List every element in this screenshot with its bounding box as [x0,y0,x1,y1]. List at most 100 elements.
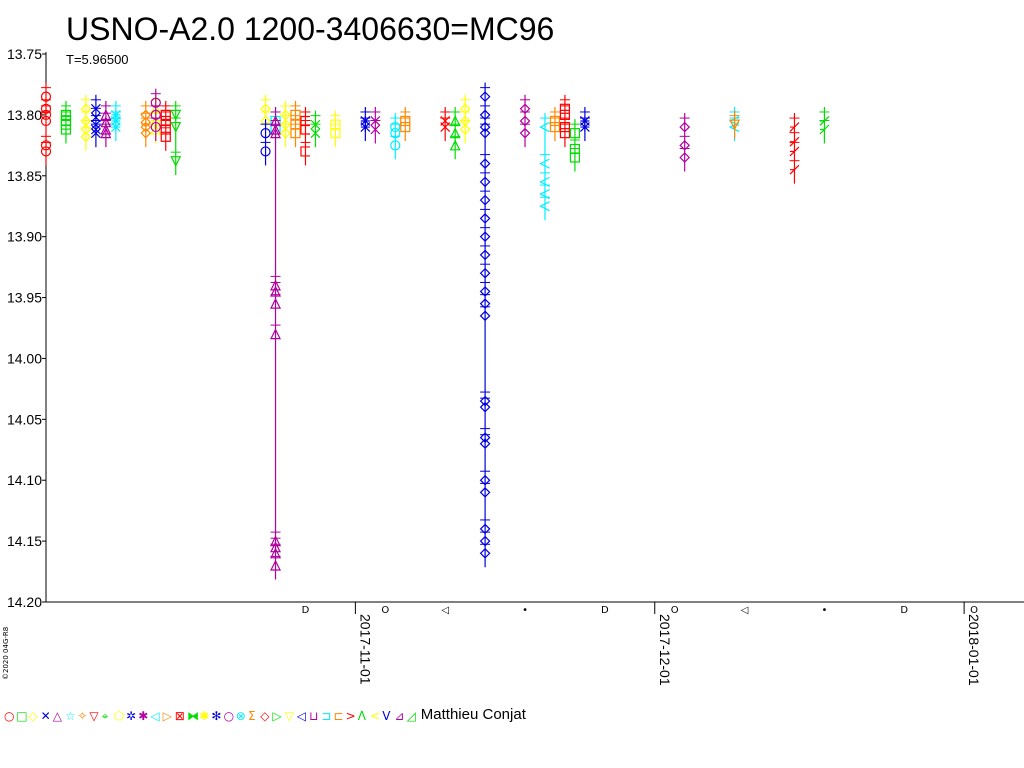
data-point [270,541,282,553]
legend-marker: ○ [4,709,14,723]
data-point [150,97,161,108]
moon-phase-symbol: O [671,605,679,616]
legend-marker: ☆ [65,709,76,723]
data-point [519,127,531,139]
legend-marker: ▽ [285,709,295,723]
observation-group [459,94,471,144]
legend-marker: △ [53,709,63,723]
data-point [80,103,92,115]
moon-phase-symbol: • [821,605,827,616]
data-point [679,139,691,151]
moon-phase-symbol: O [381,605,389,616]
chart-subtitle: T=5.96500 [66,52,129,67]
data-point [479,487,491,498]
data-point [270,285,282,297]
legend-marker: < [370,709,380,723]
legend-marker: ⊿ [394,709,404,723]
observation-group [140,100,152,148]
data-point [519,103,531,115]
data-point [140,127,152,139]
legend-marker: ✱ [199,709,209,723]
y-tick-label: 14.05 [7,411,42,427]
data-point [370,124,381,135]
data-point [459,124,471,135]
data-point [479,249,491,261]
data-point [80,131,92,143]
data-point [449,139,461,151]
data-point [479,109,491,121]
observation-group [310,110,321,148]
x-tick-label: 2017-12-01 [657,614,673,686]
data-point [150,121,161,133]
data-point [679,121,691,133]
data-point [290,128,301,139]
observation-group [40,82,52,166]
observation-group [390,113,401,160]
observation-group [519,94,531,148]
observation-group [110,100,121,142]
legend-marker: ◇ [28,709,38,723]
data-point [479,547,491,559]
data-point [260,146,271,157]
x-tick-label: 2017-11-01 [357,614,373,685]
data-point [140,121,152,133]
legend-marker: Σ [248,709,256,723]
observation-group [160,100,171,151]
data-point [440,122,451,132]
data-point [479,231,491,243]
data-point [310,128,321,139]
data-point [390,121,401,133]
data-point [270,547,282,559]
observation-group [549,106,561,142]
data-point [479,298,491,309]
data-point [360,116,371,126]
data-point [140,116,152,128]
legend-marker: ⬠ [114,709,125,723]
moon-phase-row: D O ◁ • D O ◁ • D O [302,605,979,616]
data-point [579,116,590,126]
data-point [679,152,691,163]
observation-group [400,106,411,142]
data-points [40,82,830,580]
y-tick-label: 13.95 [7,290,42,306]
data-point [449,127,461,139]
data-point [479,432,491,443]
legend-marker: > [346,709,356,723]
data-point [40,103,52,114]
legend-marker: ○ [224,709,234,723]
observation-group [569,119,581,172]
observation-group [100,100,112,148]
moon-phase-symbol: D [900,605,908,616]
observation-group [60,100,72,144]
data-point [280,127,291,139]
legend-marker: ◁ [149,709,159,723]
data-point [150,109,161,120]
data-point [270,559,282,571]
legend-marker: V [382,709,391,723]
data-point [270,297,282,309]
observation-group [479,82,491,568]
observation-group [440,106,451,142]
legend-marker: ▷ [272,709,282,723]
data-point [549,121,561,133]
data-point [519,115,531,127]
legend-marker: ⊔ [309,709,318,723]
data-point [260,128,271,139]
observation-group [80,94,92,151]
legend-marker: Λ [358,709,367,723]
data-point [539,158,550,169]
data-point [40,91,52,102]
legend-marker: ✲ [126,709,136,723]
observation-group [300,106,311,166]
data-point [559,109,571,120]
legend-marker: ⧓ [187,709,199,723]
legend-marker: ⊠ [175,709,185,723]
observation-group [370,106,381,144]
legend-marker: ▷ [163,709,173,723]
observation-group [150,88,161,142]
legend-marker: □ [16,709,27,723]
data-point [110,109,121,120]
data-point [449,115,461,127]
data-point [360,122,371,132]
